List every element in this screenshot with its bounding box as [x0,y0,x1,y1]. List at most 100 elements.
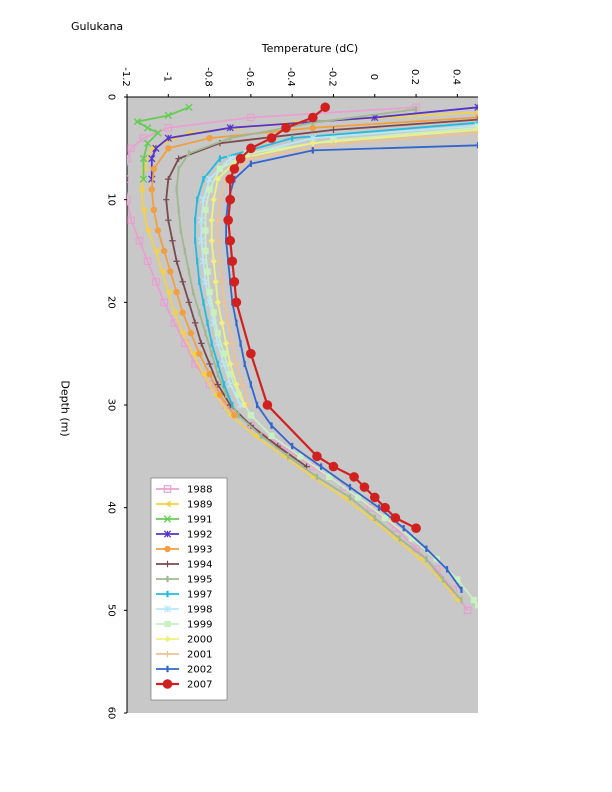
data-point-1989 [165,288,172,296]
data-point-2007 [225,235,236,246]
data-point-2007 [223,215,233,225]
data-point-1988 [463,606,472,615]
data-point-1989 [416,555,424,563]
data-point-2000 [233,381,240,388]
data-point-1999 [206,186,213,193]
data-point-2001 [330,141,337,148]
data-point-2007 [225,174,236,184]
data-point-2000 [210,258,217,265]
data-point-2001 [216,196,224,203]
data-point-2001 [220,299,228,306]
data-point-2000 [241,401,248,409]
data-point-1988 [152,278,160,286]
legend-box [150,477,228,701]
data-point-1998 [197,216,205,224]
data-point-2001 [233,360,240,368]
data-point-1999 [202,247,209,255]
legend-label: 1988 [187,485,212,496]
data-point-1999 [454,576,461,583]
legend-label: 1991 [187,515,212,526]
data-point-1999 [381,514,389,522]
data-point-2001 [229,340,236,347]
data-point-1989 [200,371,207,378]
data-point-1994 [198,340,205,347]
data-point-1993 [167,268,174,275]
legend-marker-1993 [164,545,171,553]
data-point-1999 [227,371,234,378]
legend-marker-group [164,560,171,568]
data-point-2007 [308,112,318,123]
data-point-1994 [185,299,193,306]
data-point-2007 [369,492,380,503]
data-point-1988 [366,503,375,512]
data-point-1994 [163,196,170,203]
data-point-2007 [235,153,246,164]
data-point-1989 [140,206,147,214]
data-point-1994 [179,278,186,285]
data-point-1999 [474,602,478,609]
data-point-1989 [189,350,197,357]
data-point-1992 [474,103,478,111]
data-point-1992 [148,154,156,163]
data-point-2007 [225,194,236,205]
data-point-1994 [165,217,172,224]
legend-label: 2002 [187,665,212,676]
data-point-1991 [143,139,152,147]
data-point-1988 [139,134,148,142]
legend-marker-group [164,650,171,658]
station-name: Gulukana [71,20,124,33]
data-point-1993 [179,309,186,316]
data-point-1988 [160,298,168,307]
legend-marker-group [163,515,172,523]
data-point-2000 [208,237,215,244]
data-point-1988 [127,154,131,163]
data-point-2001 [218,278,226,285]
data-point-1992 [164,134,172,142]
data-point-1994 [474,116,478,123]
data-point-1989 [171,309,178,316]
x-tick-label: -1 [161,72,172,82]
data-point-2007 [320,102,331,113]
data-point-1991 [139,154,148,163]
data-point-1993 [150,165,158,173]
legend-label: 1997 [187,590,212,601]
data-point-2000 [208,217,215,224]
y-tick-label: 40 [106,501,117,514]
legend-label: 2000 [187,635,212,646]
data-point-2007 [359,482,370,492]
data-point-1999 [204,268,211,275]
data-point-1988 [164,123,173,132]
data-point-1988 [127,195,131,204]
data-point-1988 [205,380,214,389]
data-point-2007 [390,513,401,523]
data-point-1993 [231,412,238,419]
data-point-1993 [309,124,317,131]
x-tick-label: -0.4 [285,67,296,87]
data-point-2007 [246,348,256,359]
data-point-2000 [214,175,222,183]
data-point-2000 [222,340,230,347]
legend-label: 1992 [187,530,212,541]
data-point-2000 [309,140,317,147]
data-point-1993 [187,329,195,337]
y-tick-label: 0 [106,94,117,100]
legend-label: 2001 [187,650,212,661]
data-point-2001 [216,258,224,265]
legend-label: 1989 [187,500,212,511]
data-point-2001 [474,129,478,137]
data-point-1999 [202,227,209,234]
data-point-1999 [355,494,362,501]
data-point-1991 [143,124,152,132]
data-point-2007 [328,461,339,472]
legend-marker-2000 [164,635,171,643]
legend-label: 2007 [187,680,212,691]
legend-marker-1998 [163,605,172,613]
data-point-1999 [474,124,478,131]
data-point-1999 [214,329,222,337]
legend-marker-1989 [164,500,171,508]
legend-label: 1998 [187,605,212,616]
data-point-1993 [206,371,213,378]
data-point-2000 [218,319,226,327]
x-tick-label: -0.2 [326,67,337,87]
data-point-2001 [214,217,222,224]
